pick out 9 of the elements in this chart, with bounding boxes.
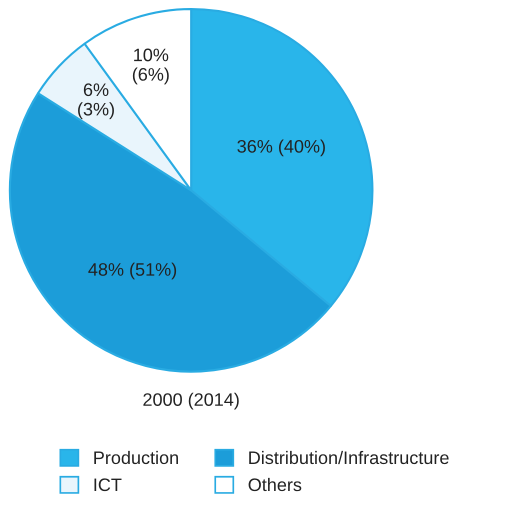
legend-label: Production xyxy=(94,450,178,464)
legend-label: Distribution/Infrastructure xyxy=(249,450,449,464)
data-label: 10% (6%) xyxy=(132,48,169,84)
legend-label: ICT xyxy=(94,478,122,492)
legend-label: Others xyxy=(248,478,302,492)
data-label: 6% (3%) xyxy=(78,83,114,120)
data-label: 48% (51%) xyxy=(88,262,176,280)
data-label: 36% (40%) xyxy=(237,139,325,156)
text: 2000 (2014) xyxy=(143,392,239,410)
